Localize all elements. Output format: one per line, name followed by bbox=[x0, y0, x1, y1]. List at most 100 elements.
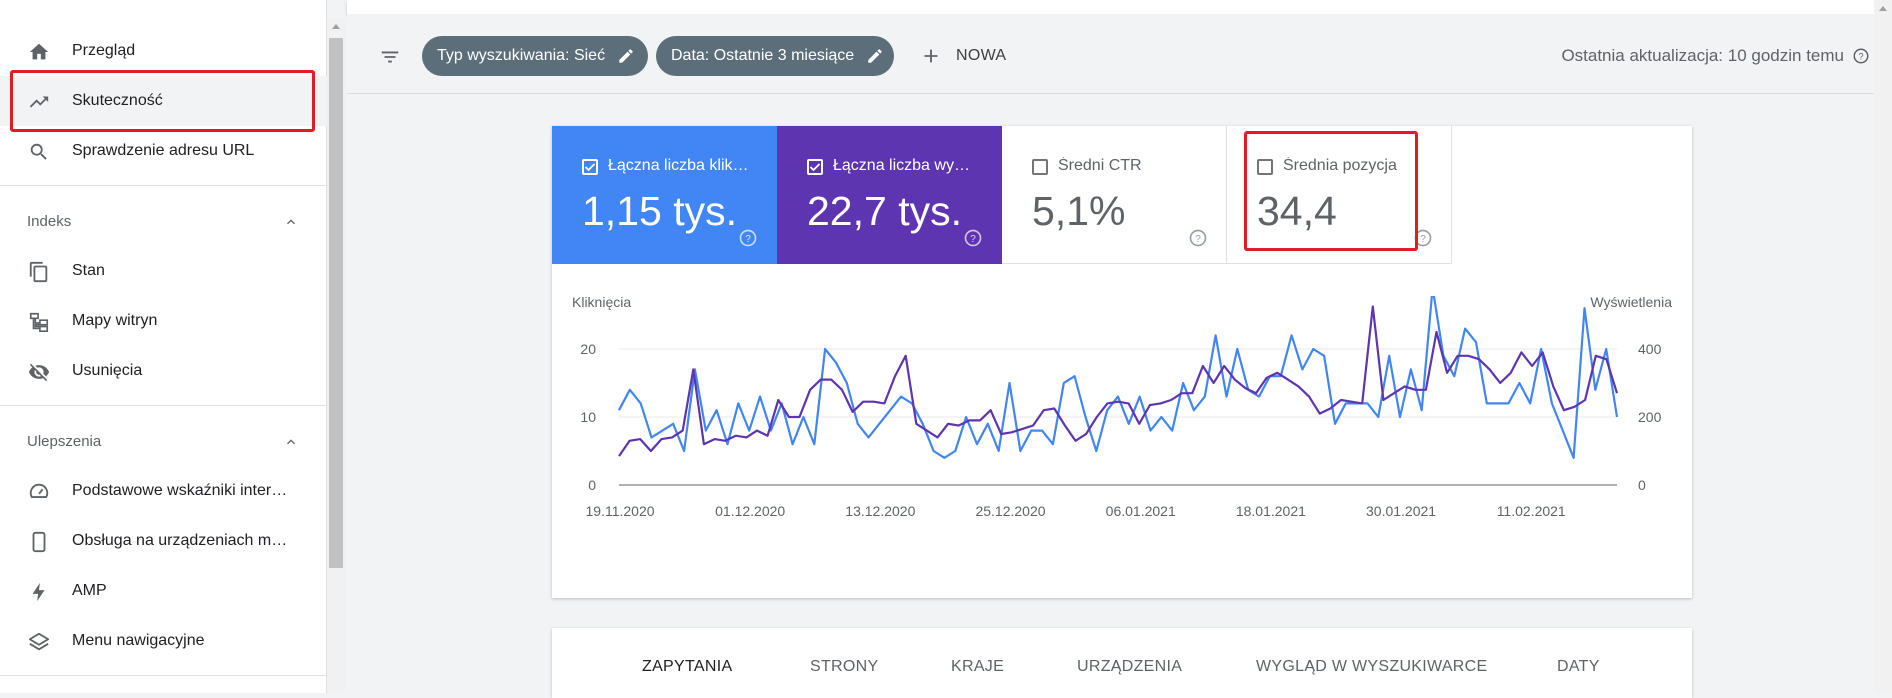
chevron-up-icon[interactable] bbox=[283, 434, 299, 450]
x-tick-label: 18.01.2021 bbox=[1236, 503, 1306, 519]
metric-value: 22,7 tys. bbox=[807, 188, 962, 234]
sitemap-icon bbox=[29, 312, 49, 332]
metric-value: 1,15 tys. bbox=[582, 188, 737, 234]
metric-total-impressions[interactable]: Łączna liczba wy… 22,7 tys. ? bbox=[777, 126, 1002, 264]
edit-pencil-icon bbox=[868, 49, 882, 63]
y-right-axis-title: Wyświetlenia bbox=[1590, 294, 1672, 310]
sidebar-item-mobile-usability[interactable]: Obsługa na urządzeniach m… bbox=[0, 516, 327, 566]
tab-devices[interactable]: URZĄDZENIA bbox=[1077, 658, 1183, 675]
svg-text:?: ? bbox=[1420, 234, 1426, 245]
sidebar-item-amp[interactable]: AMP bbox=[0, 566, 327, 616]
chip-search-type[interactable]: Typ wyszukiwania: Sieć bbox=[422, 36, 648, 76]
sidebar-item-label: Usunięcia bbox=[72, 362, 143, 379]
tab-queries[interactable]: ZAPYTANIA bbox=[642, 658, 733, 675]
new-filter-button[interactable]: NOWA bbox=[920, 44, 1006, 68]
y-left-tick-label: 10 bbox=[580, 409, 596, 425]
new-filter-label: NOWA bbox=[956, 47, 1007, 64]
metric-title: Łączna liczba wy… bbox=[833, 157, 970, 174]
header-edge bbox=[347, 0, 1892, 14]
svg-text:?: ? bbox=[1858, 51, 1863, 61]
sidebar-item-label: Menu nawigacyjne bbox=[72, 632, 205, 649]
sidebar: Przegląd Skuteczność Sprawdzenie adresu … bbox=[0, 0, 327, 693]
trending-up-icon bbox=[29, 96, 49, 108]
sidebar-item-label: AMP bbox=[72, 582, 107, 599]
layers-icon bbox=[28, 632, 50, 651]
metric-checkbox[interactable] bbox=[807, 159, 823, 175]
sidebar-item-sitemaps[interactable]: Mapy witryn bbox=[0, 296, 327, 346]
metric-total-clicks[interactable]: Łączna liczba klik… 1,15 tys. ? bbox=[552, 126, 777, 264]
section-title-enhancements: Ulepszenia bbox=[27, 433, 102, 450]
metric-checkbox[interactable] bbox=[582, 159, 598, 175]
home-icon bbox=[29, 43, 49, 60]
help-icon[interactable]: ? bbox=[1188, 228, 1208, 248]
metric-average-ctr[interactable]: Średni CTR 5,1% ? bbox=[1002, 126, 1227, 264]
plus-icon bbox=[924, 49, 938, 63]
check-icon bbox=[809, 163, 821, 172]
x-tick-label: 25.12.2020 bbox=[975, 503, 1045, 519]
highlight-box-performance bbox=[10, 70, 315, 132]
sidebar-item-label: Stan bbox=[72, 262, 105, 279]
page-scrollbar[interactable] bbox=[1874, 0, 1892, 693]
sidebar-item-coverage[interactable]: Stan bbox=[0, 246, 327, 296]
sidebar-item-label: Przegląd bbox=[72, 42, 136, 59]
svg-text:?: ? bbox=[1195, 234, 1201, 245]
last-update: Ostatnia aktualizacja: 10 godzin temu ? bbox=[1561, 46, 1870, 66]
tab-pages[interactable]: STRONY bbox=[810, 658, 879, 675]
scroll-up-arrow-icon[interactable] bbox=[1879, 6, 1887, 11]
chip-label: Data: Ostatnie 3 miesiące bbox=[671, 47, 855, 64]
tab-dates[interactable]: DATY bbox=[1557, 658, 1600, 675]
tab-countries[interactable]: KRAJE bbox=[951, 658, 1005, 675]
y-right-tick-label: 0 bbox=[1638, 477, 1646, 493]
sidebar-item-label: Obsługa na urządzeniach m… bbox=[72, 532, 288, 549]
sidebar-scrollbar[interactable] bbox=[327, 18, 345, 693]
sidebar-item-label: Mapy witryn bbox=[72, 312, 158, 329]
chip-date-range[interactable]: Data: Ostatnie 3 miesiące bbox=[656, 36, 894, 76]
x-tick-label: 11.02.2021 bbox=[1497, 503, 1566, 519]
metric-title: Średni CTR bbox=[1058, 157, 1142, 174]
performance-card: Łączna liczba klik… 1,15 tys. ? Łączna l… bbox=[552, 126, 1692, 598]
sidebar-item-overview[interactable]: Przegląd bbox=[0, 26, 327, 76]
metric-checkbox[interactable] bbox=[1032, 159, 1048, 175]
filter-bar: Typ wyszukiwania: Sieć Data: Ostatnie 3 … bbox=[347, 14, 1892, 94]
sidebar-item-label: Skuteczność bbox=[72, 92, 163, 109]
bolt-icon bbox=[32, 582, 45, 602]
help-icon[interactable]: ? bbox=[1852, 47, 1870, 65]
copy-icon bbox=[29, 261, 48, 283]
scrollbar-thumb[interactable] bbox=[329, 38, 343, 568]
chip-label: Typ wyszukiwania: Sieć bbox=[437, 47, 606, 64]
help-icon[interactable]: ? bbox=[963, 228, 983, 248]
last-update-text: Ostatnia aktualizacja: 10 godzin temu bbox=[1561, 46, 1844, 65]
divider bbox=[0, 405, 327, 406]
metric-value: 5,1% bbox=[1032, 188, 1126, 234]
x-tick-label: 01.12.2020 bbox=[715, 503, 785, 519]
y-right-tick-label: 200 bbox=[1638, 409, 1662, 425]
sidebar-item-removals[interactable]: Usunięcia bbox=[0, 346, 327, 396]
y-left-axis-title: Kliknięcia bbox=[572, 294, 632, 310]
edit-pencil-icon bbox=[619, 49, 633, 63]
svg-text:?: ? bbox=[745, 234, 751, 245]
metric-value: 34,4 bbox=[1257, 188, 1337, 234]
sidebar-item-core-web-vitals[interactable]: Podstawowe wskaźniki inter… bbox=[0, 466, 327, 516]
tab-search-appearance[interactable]: WYGLĄD W WYSZUKIWARCE bbox=[1256, 658, 1488, 675]
highlight-box-average-position bbox=[1244, 131, 1418, 251]
performance-chart: 0102030020040060019.11.202001.12.202013.… bbox=[580, 296, 1662, 519]
sidebar-item-performance[interactable]: Skuteczność bbox=[0, 76, 327, 126]
eye-off-icon bbox=[28, 363, 50, 382]
help-icon[interactable]: ? bbox=[738, 228, 758, 248]
metric-title: Łączna liczba klik… bbox=[608, 157, 749, 174]
sidebar-item-breadcrumbs[interactable]: Menu nawigacyjne bbox=[0, 616, 327, 666]
chevron-up-icon[interactable] bbox=[283, 214, 299, 230]
x-tick-label: 13.12.2020 bbox=[845, 503, 915, 519]
section-title-index: Indeks bbox=[27, 213, 72, 230]
sidebar-item-url-inspection[interactable]: Sprawdzenie adresu URL bbox=[0, 126, 327, 176]
x-tick-label: 06.01.2021 bbox=[1106, 503, 1176, 519]
metric-average-position[interactable]: Średnia pozycja 34,4 ? bbox=[1227, 126, 1452, 264]
series-line-impressions bbox=[618, 305, 1619, 457]
svg-text:?: ? bbox=[970, 234, 976, 245]
search-icon bbox=[30, 143, 47, 160]
metric-checkbox[interactable] bbox=[1257, 159, 1273, 175]
y-left-tick-label: 0 bbox=[588, 477, 596, 493]
scroll-up-arrow-icon[interactable] bbox=[332, 24, 340, 29]
series-line-clicks bbox=[618, 296, 1619, 459]
filter-icon[interactable] bbox=[379, 46, 401, 68]
